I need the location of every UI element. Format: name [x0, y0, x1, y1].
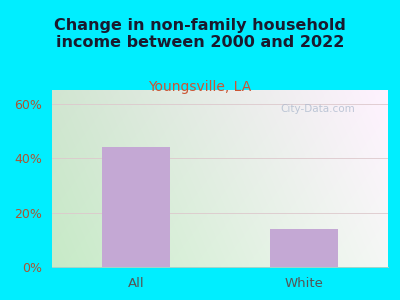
Bar — [102, 147, 170, 267]
Bar — [270, 229, 338, 267]
Text: City-Data.com: City-Data.com — [280, 104, 355, 114]
Text: Change in non-family household
income between 2000 and 2022: Change in non-family household income be… — [54, 18, 346, 50]
Text: Youngsville, LA: Youngsville, LA — [148, 80, 252, 94]
